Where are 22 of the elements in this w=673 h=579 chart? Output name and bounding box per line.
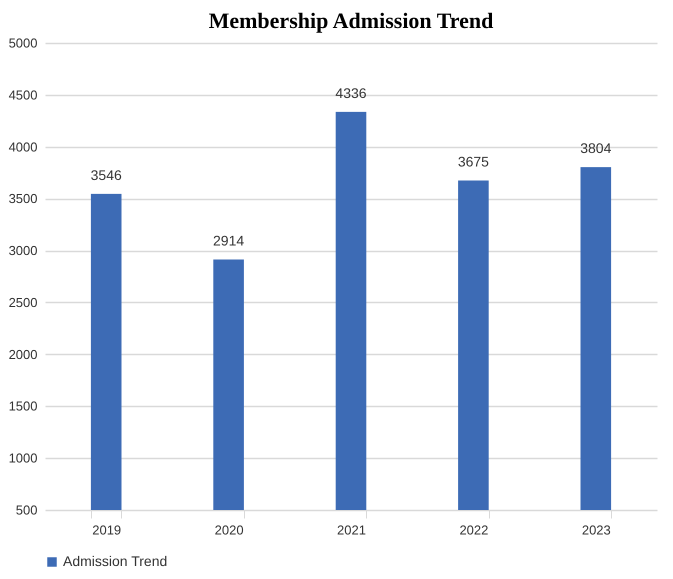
y-tick-label: 4500 (8, 87, 38, 102)
y-tick-label: 2500 (8, 294, 38, 310)
data-label: 2914 (213, 232, 244, 248)
data-label: 3546 (90, 166, 122, 183)
x-tick-label: 2023 (582, 522, 611, 538)
x-tick-label: 2022 (459, 522, 488, 538)
y-tick-label: 3000 (8, 243, 38, 258)
y-tick-label: 3500 (8, 191, 38, 206)
y-tick-label: 4000 (8, 139, 38, 154)
x-tick-label: 2020 (214, 522, 244, 538)
y-tick-label: 1500 (8, 398, 38, 414)
data-label: 3804 (580, 140, 612, 156)
x-tick-label: 2019 (92, 522, 122, 538)
y-tick-label: 500 (16, 502, 38, 518)
x-tick-label: 2021 (337, 522, 366, 538)
data-label: 4336 (335, 84, 367, 101)
y-tick-label: 1000 (8, 450, 38, 466)
legend-label: Admission Trend (63, 553, 168, 569)
y-tick-label: 5000 (8, 36, 38, 50)
y-tick-label: 2000 (8, 346, 38, 362)
chart-title: Membership Admission Trend (208, 8, 494, 33)
data-label: 3675 (458, 154, 490, 170)
